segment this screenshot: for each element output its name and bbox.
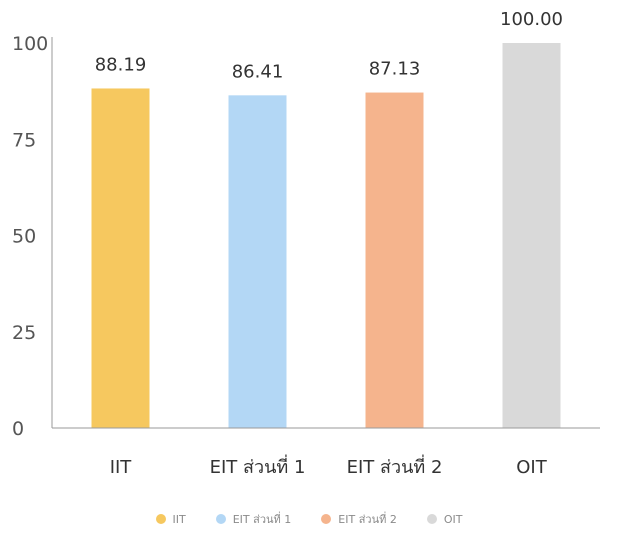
x-axis: IIT EIT ส่วนที่ 1 EIT ส่วนที่ 2 OIT (52, 427, 600, 478)
y-axis: 0 25 50 75 100 (12, 33, 53, 440)
value-label: 87.13 (369, 59, 421, 80)
legend-item-oit[interactable]: OIT (426, 510, 463, 528)
value-label: 100.00 (500, 9, 563, 30)
y-tick-label: 75 (12, 129, 36, 151)
bar (365, 92, 424, 428)
value-labels: 88.19 86.41 87.13 100.00 (95, 9, 563, 82)
legend-swatch-eit-1 (215, 514, 226, 524)
bar (91, 88, 150, 428)
value-label: 86.41 (232, 61, 284, 82)
legend-item-eit-1[interactable]: EIT ส่วนที่ 1 (215, 510, 292, 528)
legend-label-oit: OIT (443, 512, 463, 526)
y-tick-label: 100 (12, 33, 48, 55)
chart-legend: IIT EIT ส่วนที่ 1 EIT ส่วนที่ 2 OIT (0, 510, 618, 528)
x-tick-label: IIT (110, 457, 133, 478)
legend-swatch-eit-2 (321, 514, 332, 524)
bars (91, 43, 561, 428)
x-tick-label: EIT ส่วนที่ 2 (347, 454, 443, 478)
value-label: 88.19 (95, 54, 147, 75)
legend-swatch-oit (426, 514, 437, 524)
bar (502, 43, 561, 428)
y-tick-label: 25 (12, 322, 36, 344)
bar (228, 95, 287, 428)
legend-label-eit-2: EIT ส่วนที่ 2 (338, 513, 397, 526)
legend-item-eit-2[interactable]: EIT ส่วนที่ 2 (321, 510, 397, 528)
legend-label-iit: IIT (172, 512, 186, 526)
legend-swatch-iit (155, 514, 166, 524)
x-tick-label: EIT ส่วนที่ 1 (210, 454, 306, 478)
x-tick-label: OIT (516, 457, 547, 478)
y-tick-label: 50 (12, 226, 36, 248)
legend-item-iit[interactable]: IIT (155, 510, 186, 528)
legend-label-eit-1: EIT ส่วนที่ 1 (232, 513, 292, 526)
y-tick-label: 0 (12, 418, 24, 440)
